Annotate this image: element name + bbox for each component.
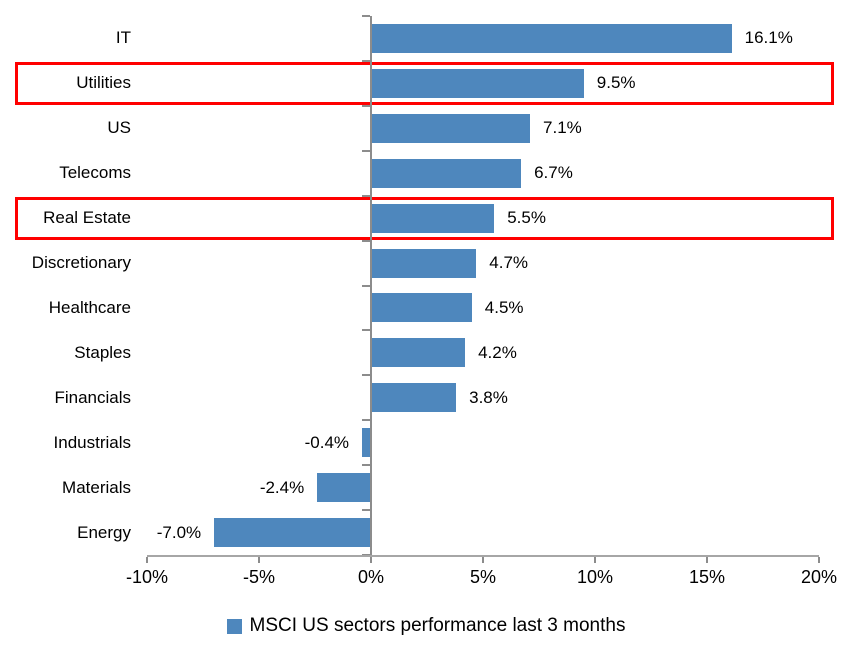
category-tick-mark xyxy=(362,59,370,62)
x-tick-label: -10% xyxy=(125,567,169,587)
value-label: 3.8% xyxy=(469,387,508,407)
x-tick-label: 10% xyxy=(576,567,614,587)
category-label: Financials xyxy=(54,387,131,407)
x-tick-mark xyxy=(258,557,260,563)
category-label: Telecoms xyxy=(59,163,131,183)
legend: MSCI US sectors performance last 3 month… xyxy=(0,610,852,642)
x-tick-label: -5% xyxy=(242,567,275,587)
category-tick-mark xyxy=(362,509,370,512)
value-label: 4.2% xyxy=(478,342,517,362)
x-tick-label: 15% xyxy=(688,567,726,587)
legend-swatch-icon xyxy=(226,618,242,634)
value-label: -7.0% xyxy=(156,522,202,542)
bar xyxy=(214,518,371,548)
category-label: Discretionary xyxy=(31,253,131,273)
x-tick-mark xyxy=(482,557,484,563)
value-label: 16.1% xyxy=(744,28,793,48)
category-label: Real Estate xyxy=(43,208,131,228)
bar xyxy=(371,293,472,323)
x-tick-label: 0% xyxy=(357,567,384,587)
category-label: Energy xyxy=(77,522,131,542)
category-label: Industrials xyxy=(53,432,131,452)
value-label: -2.4% xyxy=(259,477,305,497)
value-label: -0.4% xyxy=(304,432,350,452)
category-tick-mark xyxy=(362,464,370,467)
category-tick-mark xyxy=(362,419,370,422)
x-tick-label: 20% xyxy=(800,567,838,587)
category-tick-mark xyxy=(362,104,370,107)
category-label: Healthcare xyxy=(48,297,131,317)
value-label: 4.7% xyxy=(489,253,529,273)
category-tick-mark xyxy=(362,15,370,17)
x-tick-mark xyxy=(146,557,148,563)
category-label: US xyxy=(107,118,131,138)
bar xyxy=(371,383,457,413)
bar xyxy=(371,23,732,53)
bar xyxy=(371,68,584,98)
x-tick-label: 5% xyxy=(469,567,496,587)
bar xyxy=(371,248,477,278)
legend-label: MSCI US sectors performance last 3 month… xyxy=(249,615,626,636)
category-tick-mark xyxy=(362,239,370,242)
category-label: Materials xyxy=(62,477,131,497)
highlight-box xyxy=(15,196,834,240)
value-label: 6.7% xyxy=(534,163,573,183)
category-label: IT xyxy=(115,28,131,48)
bar xyxy=(362,428,371,458)
value-label: 7.1% xyxy=(543,118,582,138)
bar xyxy=(371,113,531,143)
category-tick-mark xyxy=(362,374,370,377)
bar xyxy=(371,158,522,188)
category-label: Staples xyxy=(74,342,131,362)
highlight-box xyxy=(15,61,834,105)
y-axis-line xyxy=(370,16,372,555)
category-tick-mark xyxy=(362,194,370,197)
x-tick-mark xyxy=(818,557,820,563)
x-tick-mark xyxy=(594,557,596,563)
category-tick-mark xyxy=(362,149,370,152)
category-tick-mark xyxy=(362,329,370,332)
bar xyxy=(371,203,495,233)
bar xyxy=(317,473,371,503)
value-label: 5.5% xyxy=(507,208,546,228)
bar xyxy=(371,338,466,368)
value-label: 9.5% xyxy=(596,73,636,93)
category-tick-mark xyxy=(362,284,370,287)
x-tick-mark xyxy=(706,557,708,563)
value-label: 4.5% xyxy=(484,297,524,317)
x-axis-line xyxy=(147,555,819,557)
x-tick-mark xyxy=(370,557,372,563)
category-label: Utilities xyxy=(76,73,131,93)
